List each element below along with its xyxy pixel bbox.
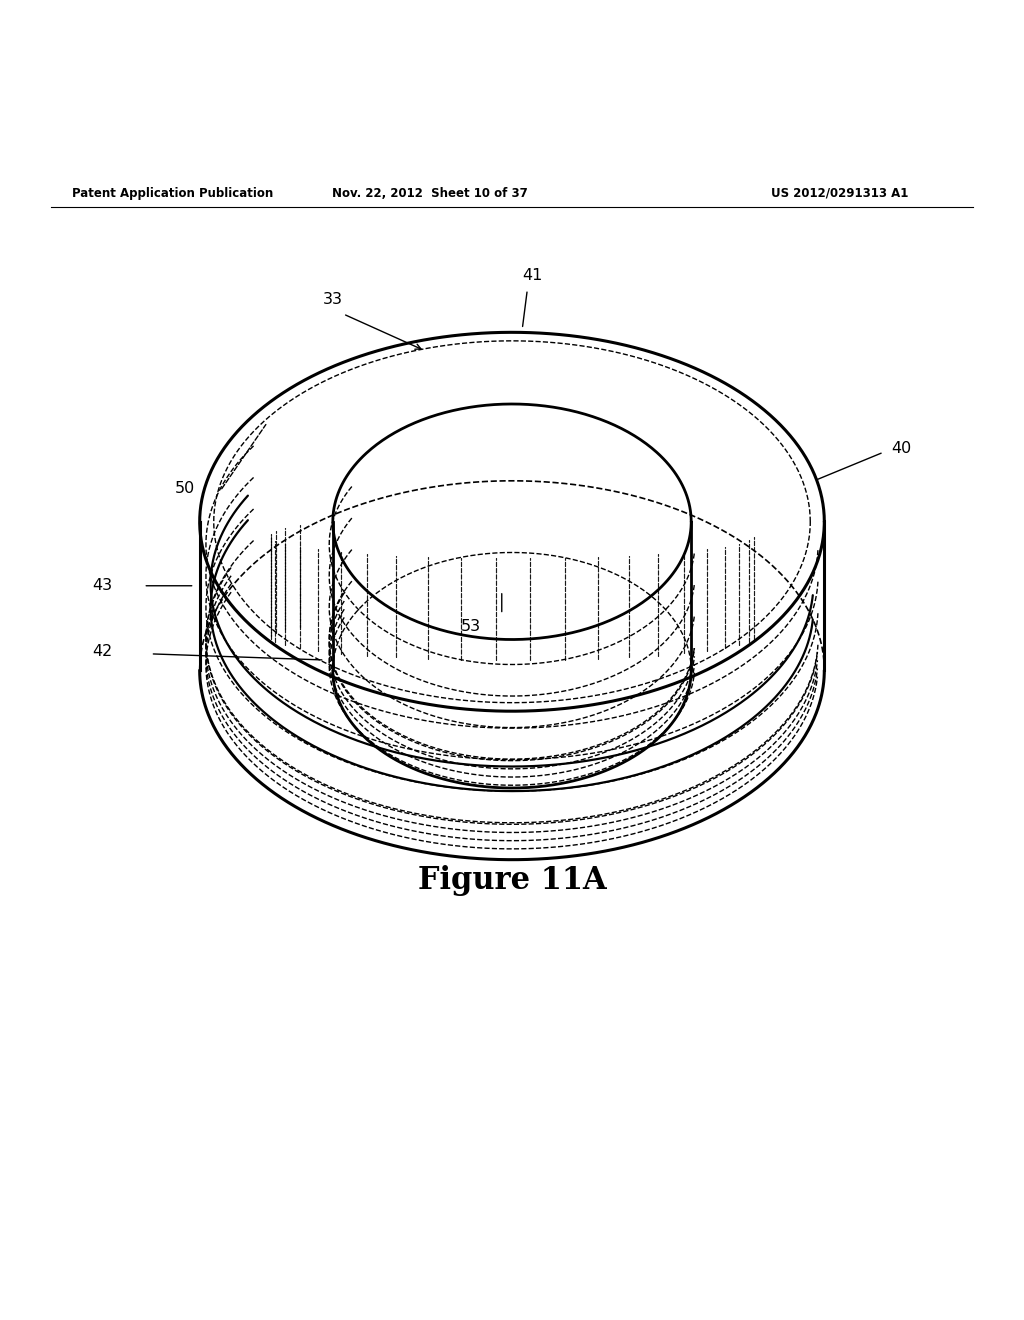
Text: 50: 50 xyxy=(174,482,195,496)
Text: Nov. 22, 2012  Sheet 10 of 37: Nov. 22, 2012 Sheet 10 of 37 xyxy=(332,186,528,199)
Text: 42: 42 xyxy=(92,644,113,659)
Text: 40: 40 xyxy=(891,441,911,455)
Text: 43: 43 xyxy=(92,578,113,593)
Text: 53: 53 xyxy=(461,619,481,634)
Text: US 2012/0291313 A1: US 2012/0291313 A1 xyxy=(771,186,908,199)
Text: Patent Application Publication: Patent Application Publication xyxy=(72,186,273,199)
Text: 33: 33 xyxy=(323,292,343,306)
Text: Figure 11A: Figure 11A xyxy=(418,865,606,896)
Text: 41: 41 xyxy=(522,268,543,284)
